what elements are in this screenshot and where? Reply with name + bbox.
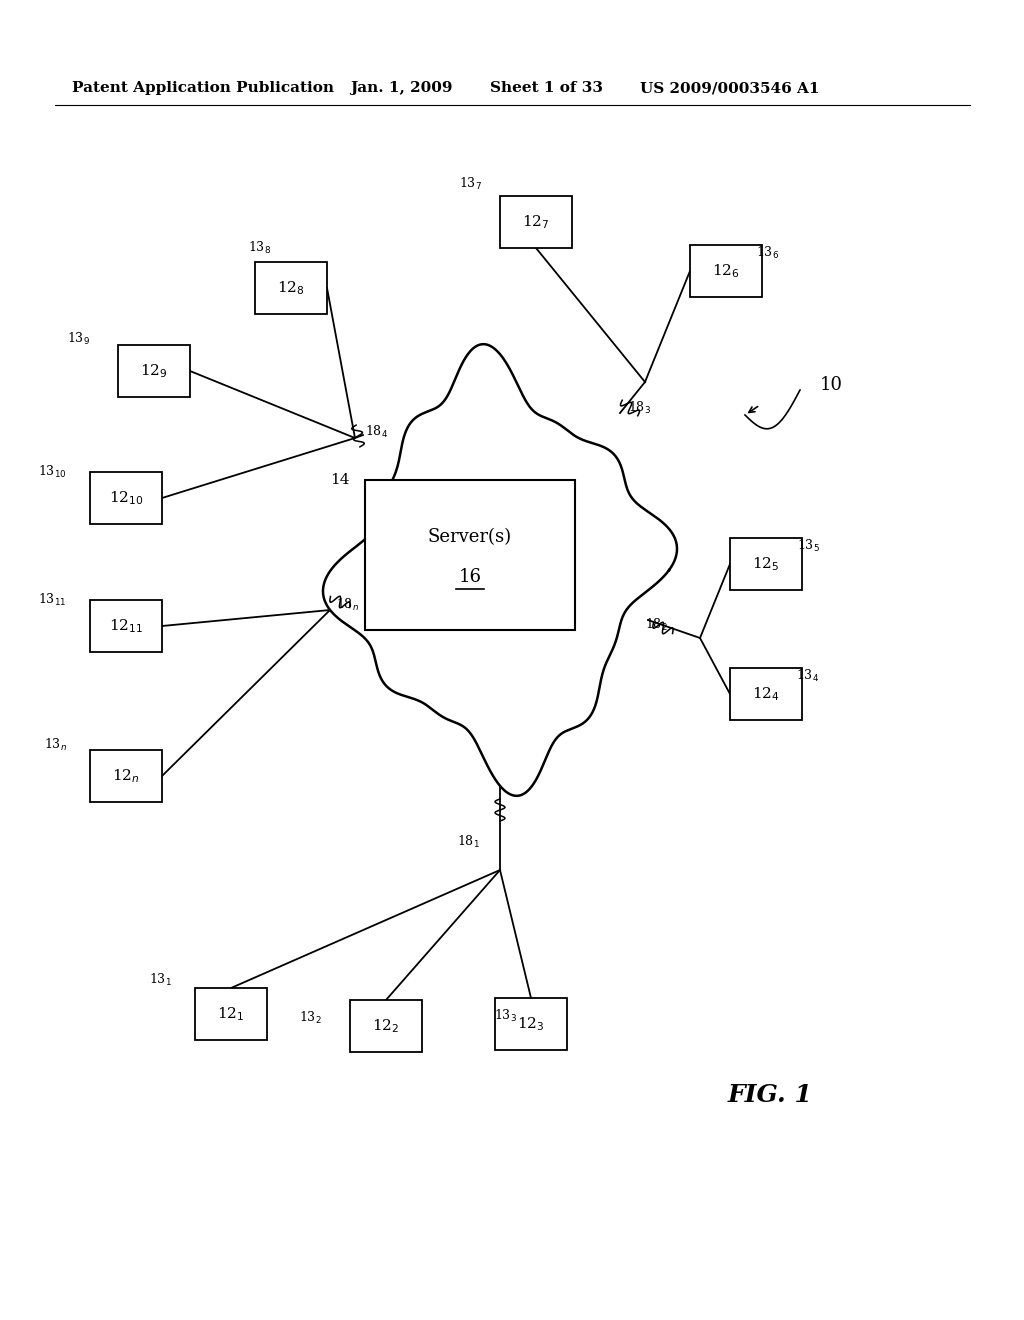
Text: 13$_{10}$: 13$_{10}$ — [38, 463, 67, 480]
Text: 18$_n$: 18$_n$ — [336, 597, 359, 612]
Text: 13$_n$: 13$_n$ — [43, 737, 67, 752]
Text: Server(s): Server(s) — [428, 528, 512, 546]
FancyBboxPatch shape — [690, 246, 762, 297]
FancyBboxPatch shape — [500, 195, 572, 248]
Text: 12$_4$: 12$_4$ — [753, 685, 780, 702]
Text: Sheet 1 of 33: Sheet 1 of 33 — [490, 81, 603, 95]
Text: 10: 10 — [820, 376, 843, 393]
FancyBboxPatch shape — [90, 750, 162, 803]
Text: 13$_6$: 13$_6$ — [757, 246, 779, 261]
Text: 12$_{10}$: 12$_{10}$ — [109, 490, 143, 507]
Text: 13$_5$: 13$_5$ — [797, 539, 819, 554]
FancyBboxPatch shape — [365, 480, 575, 630]
Text: Patent Application Publication: Patent Application Publication — [72, 81, 334, 95]
Text: 13$_3$: 13$_3$ — [494, 1008, 516, 1024]
Text: 12$_1$: 12$_1$ — [217, 1005, 245, 1023]
Text: 13$_1$: 13$_1$ — [148, 972, 171, 989]
Text: 13$_{11}$: 13$_{11}$ — [38, 591, 67, 609]
Text: 18$_4$: 18$_4$ — [365, 424, 388, 440]
Text: FIG. 1: FIG. 1 — [728, 1082, 812, 1107]
Text: 13$_2$: 13$_2$ — [299, 1010, 322, 1026]
FancyBboxPatch shape — [350, 1001, 422, 1052]
Text: 12$_2$: 12$_2$ — [373, 1018, 399, 1035]
Text: 12$_n$: 12$_n$ — [113, 767, 140, 785]
FancyBboxPatch shape — [255, 261, 327, 314]
Text: 18$_1$: 18$_1$ — [458, 834, 480, 850]
Text: 12$_5$: 12$_5$ — [753, 556, 779, 573]
Text: 12$_7$: 12$_7$ — [522, 213, 550, 231]
FancyBboxPatch shape — [195, 987, 267, 1040]
Text: 13$_4$: 13$_4$ — [797, 668, 819, 684]
Text: 12$_3$: 12$_3$ — [517, 1015, 545, 1032]
Polygon shape — [323, 345, 677, 796]
Text: Jan. 1, 2009: Jan. 1, 2009 — [350, 81, 453, 95]
Text: 13$_8$: 13$_8$ — [249, 240, 271, 256]
Text: 13$_9$: 13$_9$ — [67, 331, 89, 347]
Text: 13$_7$: 13$_7$ — [459, 176, 481, 191]
Text: 16: 16 — [459, 568, 481, 586]
FancyBboxPatch shape — [730, 668, 802, 719]
FancyBboxPatch shape — [118, 345, 190, 397]
FancyBboxPatch shape — [90, 473, 162, 524]
Text: 12$_{11}$: 12$_{11}$ — [109, 618, 143, 635]
Text: 12$_8$: 12$_8$ — [278, 279, 305, 297]
Text: 18$_2$: 18$_2$ — [645, 616, 668, 634]
Text: US 2009/0003546 A1: US 2009/0003546 A1 — [640, 81, 819, 95]
Text: 18$_3$: 18$_3$ — [628, 400, 651, 416]
FancyBboxPatch shape — [90, 601, 162, 652]
Text: 14: 14 — [330, 473, 349, 487]
FancyBboxPatch shape — [730, 539, 802, 590]
Text: 12$_9$: 12$_9$ — [140, 362, 168, 380]
Text: 12$_6$: 12$_6$ — [712, 263, 740, 280]
FancyBboxPatch shape — [495, 998, 567, 1049]
